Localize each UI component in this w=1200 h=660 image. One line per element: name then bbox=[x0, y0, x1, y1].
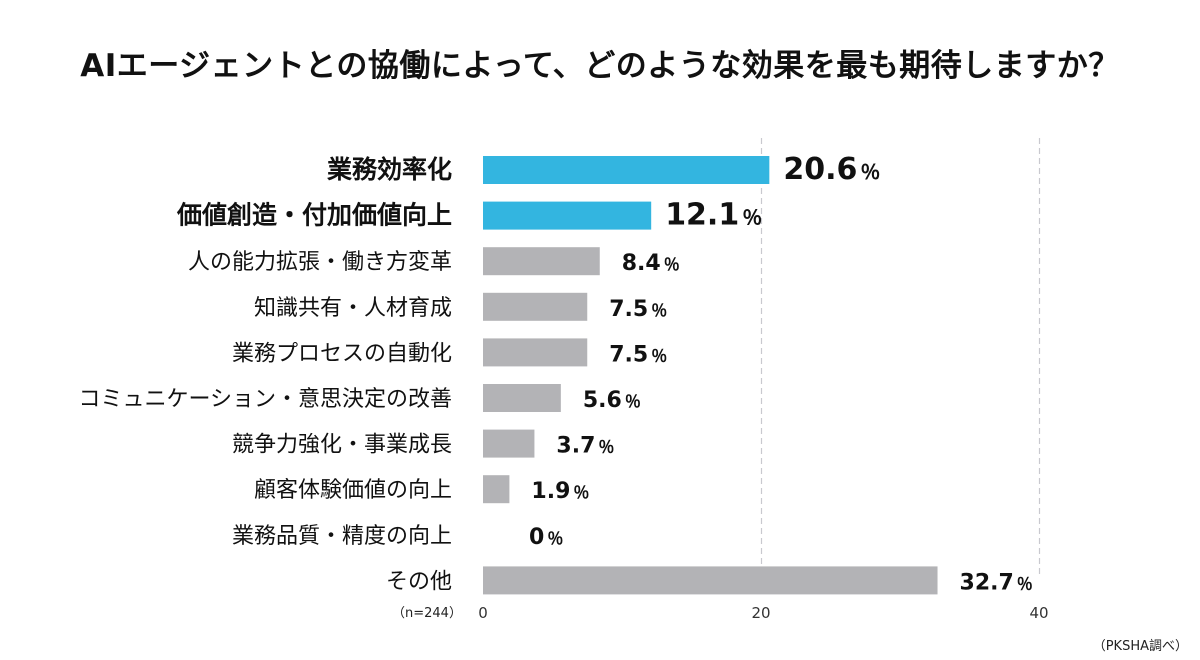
bar bbox=[483, 566, 938, 595]
value-label: 1.9 ％ bbox=[531, 479, 589, 504]
value-label: 3.7 ％ bbox=[556, 434, 614, 459]
bar bbox=[483, 384, 561, 412]
value-label: 12.1 ％ bbox=[665, 198, 762, 233]
value-label: 32.7 ％ bbox=[960, 570, 1033, 595]
category-label: 価値創造・付加価値向上 bbox=[176, 201, 452, 230]
value-label: 5.6 ％ bbox=[583, 388, 641, 413]
bar bbox=[483, 475, 510, 504]
value-label: 20.6 ％ bbox=[783, 152, 880, 187]
value-label: 7.5 ％ bbox=[609, 342, 667, 367]
source-note: （PKSHA調べ） bbox=[1092, 639, 1188, 654]
category-label: 顧客体験価値の向上 bbox=[254, 478, 452, 503]
category-label: 業務プロセスの自動化 bbox=[232, 341, 452, 366]
category-label: コミュニケーション・意思決定の改善 bbox=[78, 387, 452, 412]
bar bbox=[483, 292, 588, 321]
chart-title: AIエージェントとの協働によって、どのような効果を最も期待しますか？ bbox=[80, 48, 1120, 84]
x-tick-label: 40 bbox=[1029, 604, 1048, 622]
category-label: 業務品質・精度の向上 bbox=[232, 524, 452, 549]
category-label: 競争力強化・事業成長 bbox=[232, 433, 452, 458]
x-tick-label: 0 bbox=[478, 604, 488, 622]
category-label: 業務効率化 bbox=[327, 155, 452, 184]
category-label: 人の能力拡張・働き方変革 bbox=[188, 250, 452, 275]
value-label: 7.5 ％ bbox=[609, 297, 667, 322]
bar bbox=[483, 247, 600, 276]
sample-size-note: （n=244） bbox=[392, 606, 462, 621]
bar bbox=[483, 429, 535, 458]
category-label: その他 bbox=[386, 569, 452, 594]
bar bbox=[483, 156, 770, 184]
value-label: 0 ％ bbox=[529, 525, 563, 550]
x-tick-label: 20 bbox=[751, 604, 770, 622]
value-label: 8.4 ％ bbox=[622, 251, 680, 276]
category-label: 知識共有・人材育成 bbox=[254, 296, 452, 321]
bar bbox=[483, 338, 588, 367]
bar bbox=[483, 201, 652, 230]
